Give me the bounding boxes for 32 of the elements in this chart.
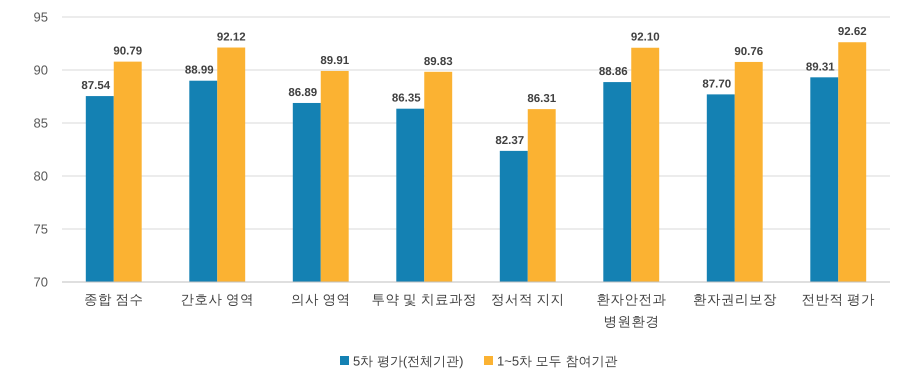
legend-label: 5차 평가(전체기관) [353,354,464,369]
data-label: 92.62 [838,26,867,38]
data-label: 86.31 [527,93,557,106]
x-tick-label: 간호사 영역 [180,292,254,307]
data-label: 90.79 [113,46,142,58]
data-label: 86.89 [288,86,318,99]
x-tick-label: 의사 영역 [290,292,351,307]
data-label: 86.35 [392,92,422,105]
data-label: 88.99 [184,64,214,77]
data-label: 89.31 [806,61,836,74]
y-tick-label: 90 [34,62,48,78]
data-label: 82.37 [495,134,524,147]
data-label: 87.54 [81,80,111,92]
data-label: 89.83 [424,56,453,68]
legend-label: 1~5차 모두 참여기관 [497,354,618,369]
y-tick-label: 85 [34,116,48,131]
x-tick-label: 정서적 지지 [490,292,565,307]
x-tick-label: 환자권리보장 [692,292,777,307]
y-tick-label: 80 [34,168,48,184]
data-label: 92.12 [216,32,246,44]
x-tick-label: 종합 점수 [84,292,144,307]
x-tick-label: 환자안전과 병원환경 [596,292,666,329]
y-tick-label: 70 [34,274,48,290]
data-label: 88.86 [598,66,628,78]
data-label: 87.70 [702,78,732,90]
data-label: 92.10 [630,32,660,44]
data-label: 90.76 [734,46,764,58]
y-tick-label: 75 [34,222,48,237]
x-tick-label: 투약 및 치료과정 [371,292,478,307]
x-tick-label: 전반적 평가 [801,292,876,307]
y-tick-label: 95 [34,10,48,25]
data-label: 89.91 [320,54,350,67]
